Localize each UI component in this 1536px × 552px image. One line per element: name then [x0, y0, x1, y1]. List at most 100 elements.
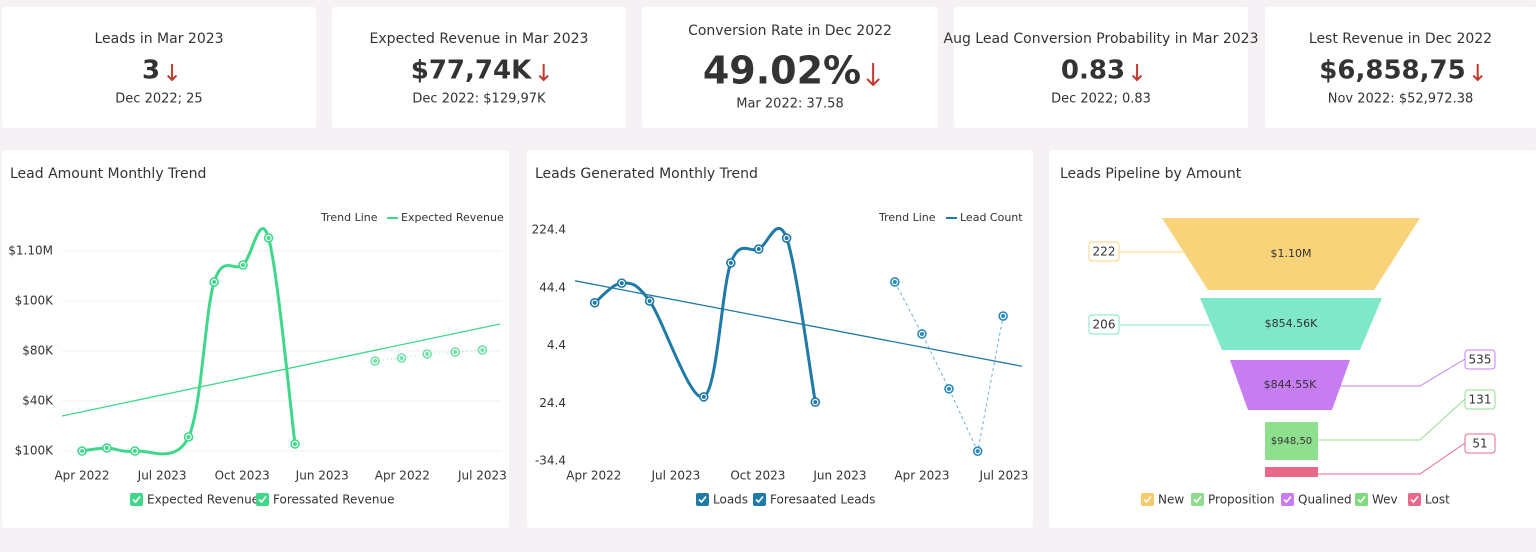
check-mark [1193, 495, 1202, 504]
callout-line [1318, 442, 1466, 475]
x-tick-label: Jun 2023 [812, 469, 866, 483]
kpi-card [2, 7, 316, 128]
x-tick-label: Jun 2023 [295, 469, 349, 483]
legend-checkbox[interactable] [1408, 493, 1421, 506]
y-tick-label: $100K [15, 444, 55, 458]
legend-label: Foresaated Leads [770, 493, 875, 507]
chart-title: Lead Amount Monthly Trend [10, 166, 206, 182]
data-point-dot [373, 359, 378, 363]
legend-label: Lead Count [960, 211, 1023, 224]
legend-checkbox[interactable] [1281, 493, 1294, 506]
data-point-dot [647, 299, 652, 304]
callout-count: 131 [1469, 393, 1492, 407]
legend-label: Expected Revenue [147, 493, 259, 507]
callout-count: 222 [1093, 245, 1116, 259]
chart-title: Leads Pipeline by Amount [1060, 166, 1242, 182]
y-tick-label: $1.10M [8, 244, 53, 258]
kpi-card [954, 7, 1248, 128]
check-mark [755, 495, 764, 504]
kpi-value: 0.83 [1061, 56, 1125, 86]
legend-label: Trend Line [320, 211, 378, 224]
legend-checkbox[interactable] [753, 493, 766, 506]
kpi-comparison: Mar 2022: 37.58 [736, 97, 843, 112]
data-point-dot [784, 236, 789, 241]
kpi-card [642, 7, 938, 128]
check-mark [698, 495, 707, 504]
funnel-label: $854.56K [1265, 317, 1318, 330]
callout-count: 51 [1472, 437, 1487, 451]
legend-label: Foressated Revenue [273, 493, 395, 507]
x-tick-label: Jul 2023 [137, 469, 187, 483]
chart-title: Leads Generated Monthly Trend [535, 166, 758, 182]
check-mark [258, 495, 267, 504]
down-arrow [1131, 64, 1143, 82]
legend-checkbox[interactable] [1191, 493, 1204, 506]
kpi-title: Lest Revenue in Dec 2022 [1309, 31, 1492, 47]
legend-label: Proposition [1208, 493, 1275, 507]
data-point-dot [104, 446, 109, 450]
check-mark [1283, 495, 1292, 504]
y-tick-label: 4.4 [547, 338, 566, 352]
funnel-stage [1230, 360, 1350, 410]
data-point-dot [399, 356, 404, 360]
kpi-card [1265, 7, 1536, 128]
data-point-dot [728, 260, 733, 265]
y-tick-label: 224.4 [532, 223, 566, 237]
legend-checkbox[interactable] [130, 493, 143, 506]
data-point-dot [480, 348, 485, 352]
down-arrow [538, 64, 549, 82]
legend-checkbox[interactable] [696, 493, 709, 506]
data-point-dot [212, 280, 217, 284]
y-tick-label: $100K [15, 294, 55, 308]
legend-label: Loads [713, 493, 748, 507]
x-tick-label: Oct 2023 [730, 469, 785, 483]
x-tick-label: Jul 2023 [457, 469, 507, 483]
panel [2, 150, 509, 528]
legend-label: New [1158, 493, 1184, 507]
check-mark [1357, 495, 1366, 504]
legend-label: Expected Revenue [401, 211, 504, 224]
data-point-dot [453, 350, 458, 354]
callout-box [1464, 433, 1496, 454]
kpi-comparison: Nov 2022: $52,972.38 [1328, 92, 1474, 107]
y-tick-label: 44.4 [539, 280, 566, 294]
legend-checkbox[interactable] [1355, 493, 1368, 506]
callout-box [1088, 241, 1120, 262]
kpi-comparison: Dec 2022; 0.83 [1051, 92, 1151, 107]
kpi-value: $77,74K [411, 56, 532, 86]
legend-checkbox[interactable] [1141, 493, 1154, 506]
data-point-dot [266, 236, 271, 240]
funnel-label: $844.55K [1264, 378, 1317, 391]
x-tick-label: Oct 2023 [215, 469, 270, 483]
x-tick-label: Apr 2022 [566, 469, 621, 483]
kpi-value: $6,858,75 [1319, 56, 1465, 86]
x-tick-label: Jul 2023 [650, 469, 700, 483]
callout-count: 206 [1093, 318, 1116, 332]
callout-box [1464, 349, 1496, 370]
data-point-dot [919, 331, 924, 336]
data-point-dot [80, 449, 85, 453]
x-tick-label: Apr 2023 [894, 469, 949, 483]
kpi-comparison: Dec 2022: $129,97K [412, 92, 546, 107]
callout-line [1336, 358, 1466, 387]
data-point-dot [132, 449, 137, 453]
y-tick-label: -34.4 [535, 454, 566, 468]
y-tick-label: 24.4 [539, 396, 566, 410]
legend-checkbox[interactable] [256, 493, 269, 506]
funnel-label: $948,50 [1271, 436, 1312, 447]
trend-line [574, 280, 1023, 367]
legend-label: Trend Line [878, 211, 936, 224]
callout-box [1088, 314, 1120, 335]
kpi-card [332, 7, 626, 128]
funnel-stage [1162, 218, 1420, 290]
kpi-value: 49.02% [703, 49, 861, 93]
legend-label: Wev [1372, 493, 1398, 507]
data-point-dot [425, 352, 430, 356]
kpi-value: 3 [142, 56, 160, 86]
data-point-dot [947, 386, 952, 391]
data-point-dot [975, 449, 980, 454]
data-point-dot [756, 247, 761, 252]
data-point-dot [701, 394, 706, 399]
